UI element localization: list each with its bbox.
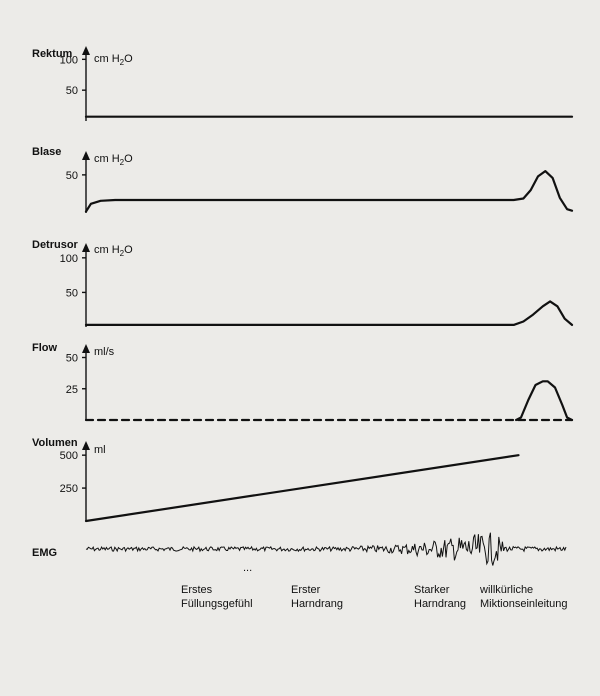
rektum-unit-label: cm H2O (94, 53, 133, 67)
rektum-tick-label-50: 50 (66, 85, 78, 97)
emg-title: EMG (32, 547, 57, 559)
blase-curve (84, 170, 574, 213)
rektum-y-axis-arrow (82, 46, 90, 55)
rektum-tick-label-100: 100 (60, 54, 78, 66)
volumen-title: Volumen (32, 437, 78, 449)
flow-tick-label-25: 25 (66, 384, 78, 396)
annotation-1-line2: Füllungsgefühl (181, 598, 253, 610)
detrusor-y-axis-arrow (82, 243, 90, 252)
emg-trace (85, 532, 567, 566)
volumen-curve (84, 454, 520, 523)
detrusor-curve (84, 300, 574, 326)
annotation-starker-harndrang: Starker Harndrang (414, 584, 466, 610)
annotation-2-line1: Erster (291, 584, 321, 596)
detrusor-unit-label: cm H2O (94, 244, 133, 258)
flow-y-axis-arrow (82, 344, 90, 353)
volumen-unit-label: ml (94, 444, 106, 456)
annotation-erstes-fuellungsgefuehl: Erstes Füllungsgefühl (181, 584, 253, 610)
annotation-2-line2: Harndrang (291, 598, 343, 610)
blase-unit-label: cm H2O (94, 153, 133, 167)
annotation-erster-harndrang: Erster Harndrang (291, 584, 343, 610)
volumen-y-axis-arrow (82, 441, 90, 450)
volumen-tick-label-250: 250 (60, 483, 78, 495)
blase-tick-label-50: 50 (66, 170, 78, 182)
detrusor-tick-label-50: 50 (66, 287, 78, 299)
flow-tick-label-50: 50 (66, 353, 78, 365)
annotation-willkuerliche-miktionseinleitung: willkürliche Miktionseinleitung (479, 584, 567, 610)
annotation-3-line2: Harndrang (414, 598, 466, 610)
rektum-title: Rektum (32, 48, 73, 60)
blase-title: Blase (32, 146, 61, 158)
ellipsis-mark: ... (243, 562, 252, 574)
flow-unit-label: ml/s (94, 346, 115, 358)
flow-curve-1 (515, 380, 574, 422)
annotation-3-line1: Starker (414, 584, 450, 596)
volumen-tick-label-500: 500 (60, 450, 78, 462)
detrusor-title: Detrusor (32, 239, 79, 251)
annotation-4-line2: Miktionseinleitung (480, 598, 567, 610)
detrusor-tick-label-100: 100 (60, 253, 78, 265)
annotation-4-line1: willkürliche (479, 584, 533, 596)
annotation-1-line1: Erstes (181, 584, 213, 596)
flow-title: Flow (32, 342, 57, 354)
blase-y-axis-arrow (82, 151, 90, 160)
